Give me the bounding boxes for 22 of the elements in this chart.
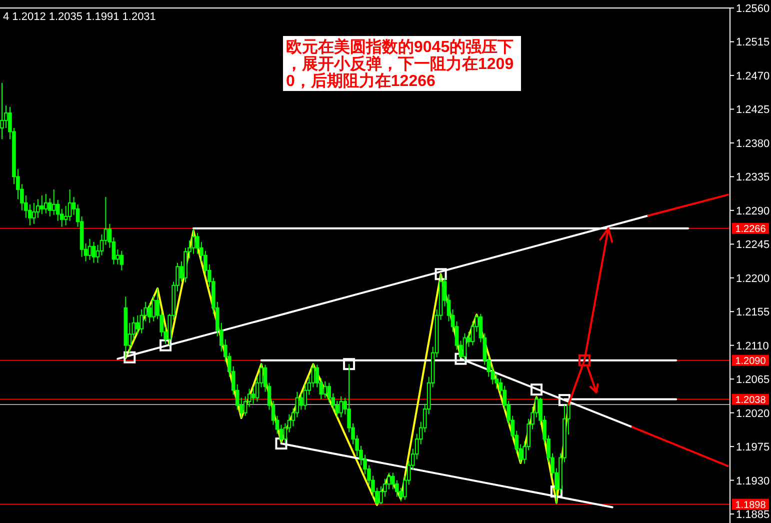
y-tick-label: 1.2155 xyxy=(736,306,770,319)
y-tick-label: 1.1930 xyxy=(736,475,770,488)
y-tick-label: 1.2425 xyxy=(736,104,770,116)
y-tick-label: 1.2380 xyxy=(736,138,770,150)
y-tick-label: 1.2110 xyxy=(736,340,769,352)
ref-line-label: 1.2090 xyxy=(735,356,766,367)
ref-line-label: 1.1898 xyxy=(735,500,766,511)
y-tick-label: 1.2515 xyxy=(736,36,770,49)
y-tick-label: 1.2290 xyxy=(736,205,770,218)
ref-line-label: 1.2038 xyxy=(735,394,766,406)
y-tick-label: 1.2020 xyxy=(736,408,770,420)
chart-title: 4 1.2012 1.2035 1.1991 1.2031 xyxy=(3,11,156,23)
annotation: 欧元在美圆指数的9045的强压下，展开小反弹，下一阻力在12090，后期阻力在12266 xyxy=(286,37,514,90)
y-tick-label: 1.2200 xyxy=(736,272,770,285)
y-tick-label: 1.2245 xyxy=(736,239,770,252)
y-tick-label: 1.1975 xyxy=(736,442,770,454)
y-tick-label: 1.2335 xyxy=(736,172,770,184)
y-tick-label: 1.2065 xyxy=(736,374,770,386)
y-tick-label: 1.1885 xyxy=(736,509,770,521)
ref-line-label: 1.2266 xyxy=(735,224,766,235)
y-tick-label: 1.2560 xyxy=(736,3,770,15)
y-tick-label: 1.2470 xyxy=(736,70,770,82)
